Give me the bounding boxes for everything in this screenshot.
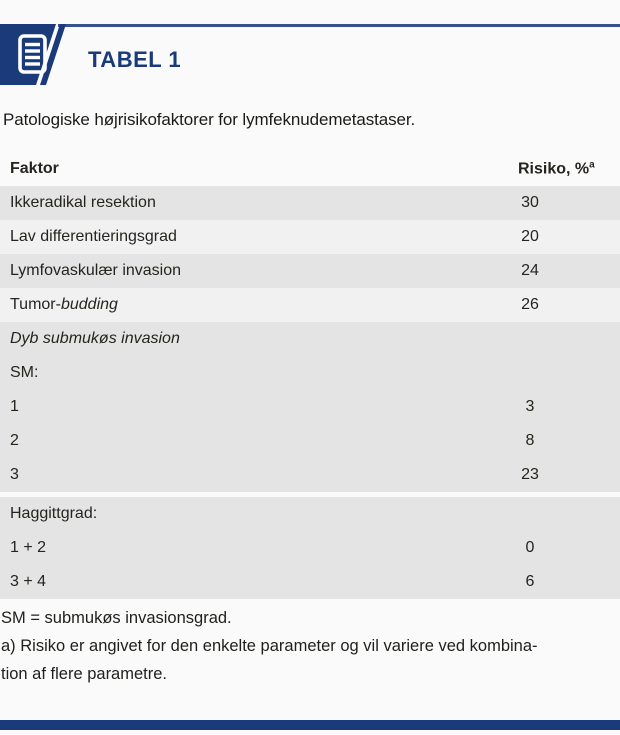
footnote-line: SM = submukøs invasionsgrad. — [1, 609, 232, 627]
row-label: 2 — [10, 432, 19, 449]
row-label: Haggittgrad: — [10, 505, 98, 522]
row-value: 6 — [525, 573, 535, 590]
table-row: 1 + 2 0 — [0, 531, 620, 565]
row-value: 0 — [525, 539, 535, 556]
table-header-row: Faktor Risiko, %a — [0, 152, 620, 186]
table-row: 3 + 4 6 — [0, 565, 620, 599]
table-row: Tumor-budding 26 — [0, 288, 620, 322]
row-label: 1 — [10, 398, 19, 415]
table-row: Dyb submukøs invasion — [0, 322, 620, 356]
row-value: 20 — [521, 228, 539, 245]
footnote-line: tion af flere parametre. — [1, 665, 167, 683]
column-header-risiko: Risiko, %a — [518, 159, 595, 178]
bottom-rule-bar — [0, 720, 620, 730]
column-header-risiko-text: Risiko, % — [518, 160, 590, 178]
row-value: 3 — [525, 398, 535, 415]
table-list-icon — [0, 24, 66, 85]
footnote-line: a) Risiko er angivet for den enkelte par… — [1, 637, 538, 655]
table-row: 3 23 — [0, 458, 620, 492]
row-label: SM: — [10, 364, 39, 381]
row-label: 3 + 4 — [10, 573, 47, 590]
row-value: 30 — [521, 194, 539, 211]
row-label: 1 + 2 — [10, 539, 47, 556]
table-row: Ikkeradikal resektion 30 — [0, 186, 620, 220]
footnote-marker-a: a — [589, 159, 595, 171]
table-row: Haggittgrad: — [0, 497, 620, 531]
table-rows: Ikkeradikal resektion 30 Lav differentieri… — [0, 186, 620, 599]
top-rule-line — [58, 24, 620, 27]
risk-factor-table: Faktor Risiko, %a Ikkeradikal resektion 3… — [0, 152, 620, 599]
row-value: 23 — [521, 466, 539, 483]
row-label: Lav differentieringsgrad — [10, 228, 177, 245]
row-label: Dyb submukøs invasion — [10, 330, 180, 347]
table-row: Lymfovaskulær invasion 24 — [0, 254, 620, 288]
column-header-faktor: Faktor — [10, 160, 59, 177]
row-label: Tumor-budding — [10, 296, 118, 313]
row-value: 24 — [521, 262, 539, 279]
row-value: 8 — [525, 432, 535, 449]
footnotes: SM = submukøs invasionsgrad. a) Risiko e… — [1, 604, 538, 688]
table-row: Lav differentieringsgrad 20 — [0, 220, 620, 254]
row-value: 26 — [521, 296, 539, 313]
table-row: SM: — [0, 356, 620, 390]
table-badge — [0, 24, 68, 85]
row-label: 3 — [10, 466, 19, 483]
row-label: Lymfovaskulær invasion — [10, 262, 182, 279]
row-label: Ikkeradikal resektion — [10, 194, 156, 211]
table-caption: Patologiske højrisikofaktorer for lymfek… — [3, 110, 416, 129]
table-number-label: TABEL 1 — [88, 47, 182, 72]
